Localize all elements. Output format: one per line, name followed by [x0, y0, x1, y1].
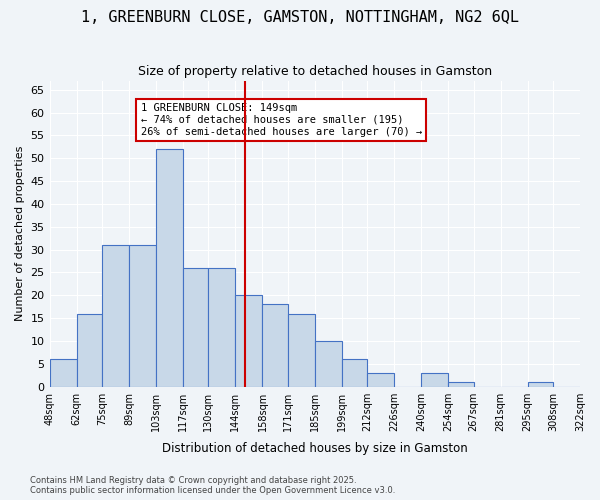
Bar — [50, 359, 77, 386]
Bar — [528, 382, 553, 386]
Text: 1, GREENBURN CLOSE, GAMSTON, NOTTINGHAM, NG2 6QL: 1, GREENBURN CLOSE, GAMSTON, NOTTINGHAM,… — [81, 10, 519, 25]
Bar — [156, 149, 183, 386]
Bar — [183, 268, 208, 386]
Text: 1 GREENBURN CLOSE: 149sqm
← 74% of detached houses are smaller (195)
26% of semi: 1 GREENBURN CLOSE: 149sqm ← 74% of detac… — [140, 104, 422, 136]
Bar — [235, 296, 262, 386]
Bar — [421, 373, 448, 386]
Bar — [129, 245, 156, 386]
Bar — [315, 341, 342, 386]
Bar — [342, 359, 367, 386]
X-axis label: Distribution of detached houses by size in Gamston: Distribution of detached houses by size … — [162, 442, 467, 455]
Bar — [287, 314, 315, 386]
Y-axis label: Number of detached properties: Number of detached properties — [15, 146, 25, 322]
Bar — [448, 382, 473, 386]
Bar — [102, 245, 129, 386]
Title: Size of property relative to detached houses in Gamston: Size of property relative to detached ho… — [138, 65, 492, 78]
Bar — [262, 304, 287, 386]
Bar — [367, 373, 394, 386]
Bar — [77, 314, 102, 386]
Bar — [208, 268, 235, 386]
Text: Contains HM Land Registry data © Crown copyright and database right 2025.
Contai: Contains HM Land Registry data © Crown c… — [30, 476, 395, 495]
